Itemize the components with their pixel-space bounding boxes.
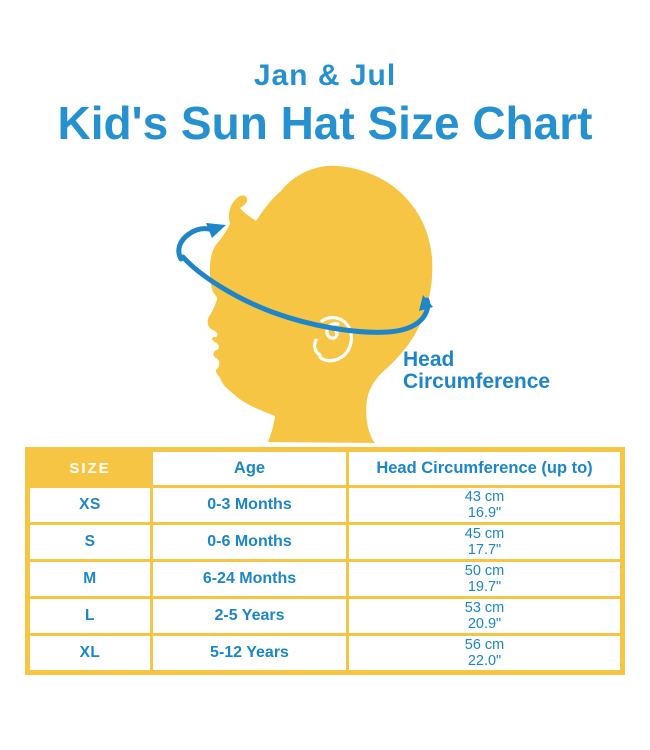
head-circumference-value: 43 cm 16.9" bbox=[349, 488, 620, 522]
head-circumference-value: 56 cm 22.0" bbox=[349, 636, 620, 670]
arrowhead-right-icon bbox=[419, 295, 433, 311]
hc-inches: 20.9" bbox=[467, 616, 502, 632]
size-value: XS bbox=[30, 488, 150, 522]
measuring-arrow bbox=[176, 223, 433, 335]
hc-cm: 56 cm bbox=[464, 636, 505, 653]
age-value: 2-5 Years bbox=[153, 599, 346, 633]
size-value: S bbox=[30, 525, 150, 559]
hc-cm: 45 cm bbox=[464, 525, 505, 542]
age-value: 5-12 Years bbox=[153, 636, 346, 670]
hc-inches: 22.0" bbox=[467, 653, 502, 669]
header: Jan & Jul Kid's Sun Hat Size Chart bbox=[0, 0, 650, 149]
head-circumference-label: Head Circumference bbox=[403, 348, 551, 393]
size-value: M bbox=[30, 562, 150, 596]
hc-inches: 16.9" bbox=[467, 505, 502, 521]
head-circumference-value: 45 cm 17.7" bbox=[349, 525, 620, 559]
hc-inches: 19.7" bbox=[467, 579, 502, 595]
hc-cm: 50 cm bbox=[464, 562, 505, 579]
column-header-size: SIZE bbox=[69, 460, 111, 477]
brand-name: Jan & Jul bbox=[253, 59, 397, 92]
size-value: L bbox=[30, 599, 150, 633]
size-chart-table: SIZE Age Head Circumference (up to) XS 0… bbox=[25, 447, 625, 675]
child-head-silhouette bbox=[207, 165, 433, 443]
hc-inches: 17.7" bbox=[467, 542, 502, 558]
page-title: Kid's Sun Hat Size Chart bbox=[57, 97, 593, 149]
column-header-head-circumference: Head Circumference (up to) bbox=[349, 452, 620, 485]
column-header-age: Age bbox=[153, 452, 346, 485]
size-value: XL bbox=[30, 636, 150, 670]
age-value: 0-6 Months bbox=[153, 525, 346, 559]
head-circumference-value: 53 cm 20.9" bbox=[349, 599, 620, 633]
age-value: 6-24 Months bbox=[153, 562, 346, 596]
arrowhead-left-icon bbox=[206, 223, 226, 238]
hc-cm: 53 cm bbox=[464, 599, 505, 616]
hc-cm: 43 cm bbox=[464, 488, 505, 505]
head-circumference-value: 50 cm 19.7" bbox=[349, 562, 620, 596]
ear-icon bbox=[313, 316, 354, 363]
age-value: 0-3 Months bbox=[153, 488, 346, 522]
